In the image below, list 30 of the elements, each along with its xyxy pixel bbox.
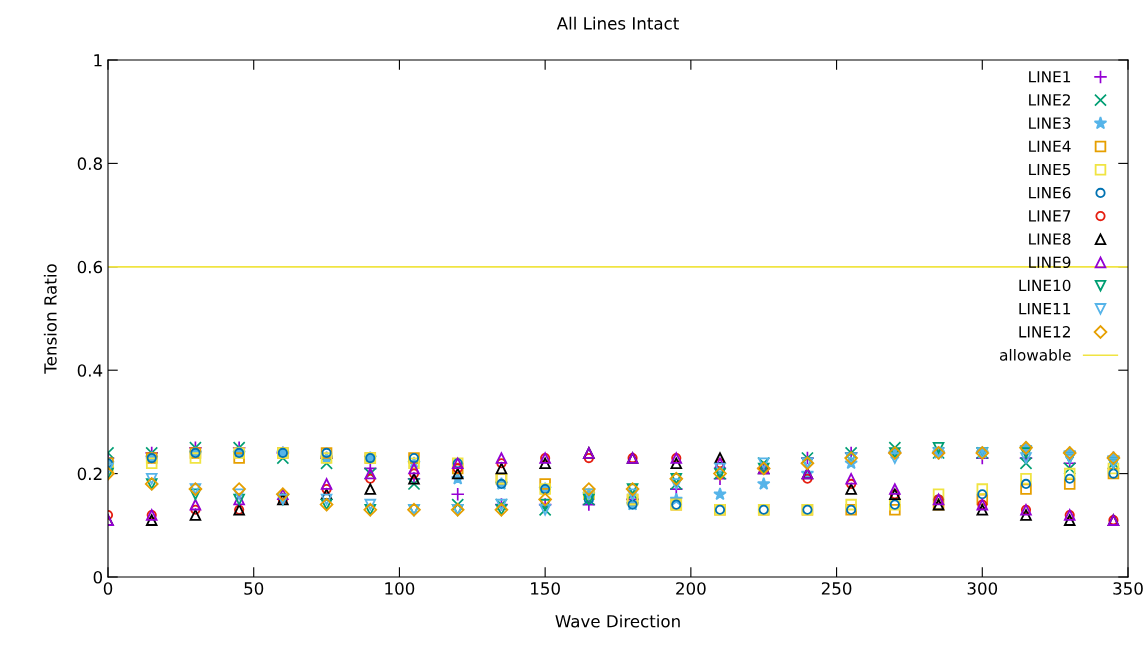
chart-title: All Lines Intact [556, 16, 679, 30]
y-tick-label: 0.6 [77, 260, 103, 274]
x-tick-label: 150 [531, 582, 560, 595]
x-axis-title: Wave Direction [555, 614, 680, 628]
legend-label: LINE3 [1029, 117, 1071, 129]
legend-label: LINE6 [1029, 186, 1071, 199]
y-tick-label: 0.4 [77, 364, 103, 377]
y-tick-label: 0 [93, 570, 103, 584]
legend-label: LINE4 [1029, 140, 1071, 152]
x-tick-label: 100 [385, 582, 415, 595]
legend-label: LINE7 [1029, 210, 1071, 222]
x-tick-label: 250 [821, 582, 852, 595]
y-tick-label: 1 [94, 54, 102, 67]
x-tick-label: 200 [676, 582, 706, 595]
legend-label: allowable [999, 348, 1071, 361]
legend-label: LINE5 [1029, 163, 1071, 176]
legend-label: LINE9 [1029, 256, 1071, 269]
legend-label: LINE10 [1019, 279, 1071, 292]
x-tick-label: 300 [967, 582, 998, 595]
x-tick-label: 50 [244, 582, 264, 595]
y-tick-label: 0.2 [77, 467, 102, 481]
legend-label: LINE1 [1029, 71, 1071, 83]
legend-label: LINE8 [1029, 233, 1071, 245]
legend-label: LINE12 [1019, 326, 1070, 338]
x-tick-label: 350 [1113, 582, 1143, 595]
x-tick-label: 0 [103, 582, 113, 595]
legend-label: LINE11 [1019, 303, 1071, 315]
legend-label: LINE2 [1029, 94, 1070, 106]
y-axis-title: Tension Ratio [43, 264, 57, 374]
y-tick-label: 0.8 [77, 157, 102, 170]
